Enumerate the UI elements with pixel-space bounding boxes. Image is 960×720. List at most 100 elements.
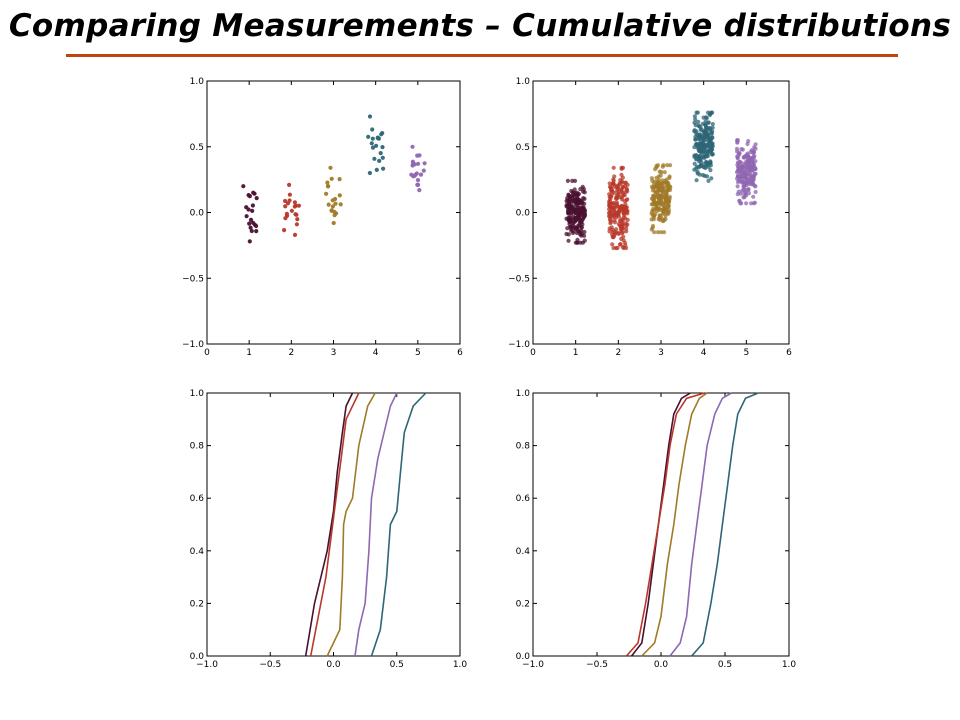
scatter-point <box>655 230 661 235</box>
scatter-point <box>694 166 699 171</box>
scatter-point <box>374 167 379 172</box>
scatter-point <box>700 121 705 126</box>
panel-bottom-right: −1.0 −0.5 0.0 0.5 1.0 0.0 0.2 0.4 0.6 0.8 1.0 <box>516 389 797 670</box>
scatter-point <box>740 147 745 152</box>
scatter-point <box>697 156 702 161</box>
scatter-point <box>282 228 287 233</box>
y-tick-label: 0.0 <box>190 209 205 219</box>
y-tick-label: 0.8 <box>190 442 205 452</box>
scatter-point <box>369 141 374 146</box>
scatter-point <box>693 137 698 142</box>
scatter-point <box>741 167 746 172</box>
x-tick-label: 1 <box>573 348 579 358</box>
scatter-point <box>330 198 335 203</box>
scatter-point <box>654 165 659 170</box>
scatter-point <box>703 124 709 129</box>
scatter-point <box>582 229 587 235</box>
scatter-point <box>337 193 342 198</box>
scatter-point <box>328 165 333 170</box>
scatter-point <box>750 168 755 173</box>
scatter-point <box>610 234 615 239</box>
scatter-point <box>704 162 709 167</box>
scatter-point <box>651 185 656 190</box>
scatter-point <box>247 239 252 244</box>
scatter-point <box>571 220 576 225</box>
scatter-point <box>692 120 697 125</box>
scatter-point <box>615 188 620 193</box>
scatter-point <box>662 230 667 235</box>
scatter-point <box>582 214 587 219</box>
scatter-point <box>625 182 630 187</box>
x-tick-label: 6 <box>457 348 463 358</box>
scatter-point <box>704 154 709 159</box>
scatter-point <box>294 222 299 227</box>
scatter-point <box>736 152 742 157</box>
scatter-point <box>620 165 626 170</box>
scatter-point <box>737 198 742 203</box>
scatter-point <box>582 208 587 213</box>
scatter-point <box>418 172 424 177</box>
y-tick-label: 0.5 <box>516 143 530 153</box>
scatter-point <box>749 201 754 206</box>
scatter-point <box>572 178 578 183</box>
scatter-point <box>607 181 612 186</box>
scatter-point <box>624 223 629 228</box>
scatter-point <box>737 159 743 164</box>
scatter-point <box>694 178 699 183</box>
scatter-point <box>664 208 669 213</box>
scatter-point <box>624 197 629 203</box>
x-tick-label: 0.0 <box>654 660 669 670</box>
scatter-point <box>692 114 698 119</box>
x-tick-label: 3 <box>331 348 337 358</box>
scatter-point <box>610 242 615 247</box>
y-tick-label: −0.5 <box>182 274 204 284</box>
scatter-point <box>241 184 246 189</box>
scatter-point <box>734 146 740 151</box>
scatter-point <box>574 192 580 197</box>
scatter-point <box>379 132 384 137</box>
scatter-point <box>692 145 697 150</box>
scatter-point <box>752 200 758 205</box>
scatter-point <box>283 204 288 209</box>
scatter-point <box>740 180 746 185</box>
y-tick-label: 0.0 <box>516 209 531 219</box>
scatter-point <box>292 200 297 205</box>
cdf-line <box>370 392 427 657</box>
y-tick-label: 0.2 <box>190 599 204 609</box>
scatter-point <box>753 189 758 195</box>
scatter-point <box>656 217 661 222</box>
x-tick-label: 1.0 <box>782 660 797 670</box>
y-tick-label: 0.5 <box>190 143 204 153</box>
scatter-point <box>575 214 581 219</box>
scatter-point <box>570 204 575 209</box>
scatter-point <box>616 230 621 236</box>
scatter-point <box>710 122 715 127</box>
scatter-point <box>248 225 253 230</box>
scatter-point <box>250 203 255 208</box>
scatter-point <box>614 227 619 232</box>
scatter-point <box>743 190 748 196</box>
scatter-point <box>619 172 624 177</box>
scatter-point <box>620 222 625 227</box>
scatter-point <box>248 217 254 222</box>
x-tick-label: 0 <box>204 348 210 358</box>
scatter-point <box>708 111 713 116</box>
scatter-point <box>615 245 620 251</box>
scatter-point <box>571 214 576 219</box>
scatter-point <box>649 227 654 232</box>
scatter-point <box>663 192 669 197</box>
scatter-point <box>710 129 715 134</box>
x-tick-label: −0.5 <box>586 660 608 670</box>
scatter-point <box>416 182 421 187</box>
x-tick-label: 6 <box>786 348 792 358</box>
scatter-point <box>370 127 375 132</box>
scatter-point <box>566 238 571 243</box>
x-tick-label: −1.0 <box>522 660 544 670</box>
scatter-point <box>338 202 343 207</box>
scatter-point <box>250 208 255 213</box>
scatter-point <box>607 203 612 208</box>
y-tick-label: 0.0 <box>516 652 531 662</box>
y-tick-label: 0.6 <box>516 494 531 504</box>
y-tick-label: −0.5 <box>508 274 530 284</box>
scatter-point <box>744 201 749 206</box>
